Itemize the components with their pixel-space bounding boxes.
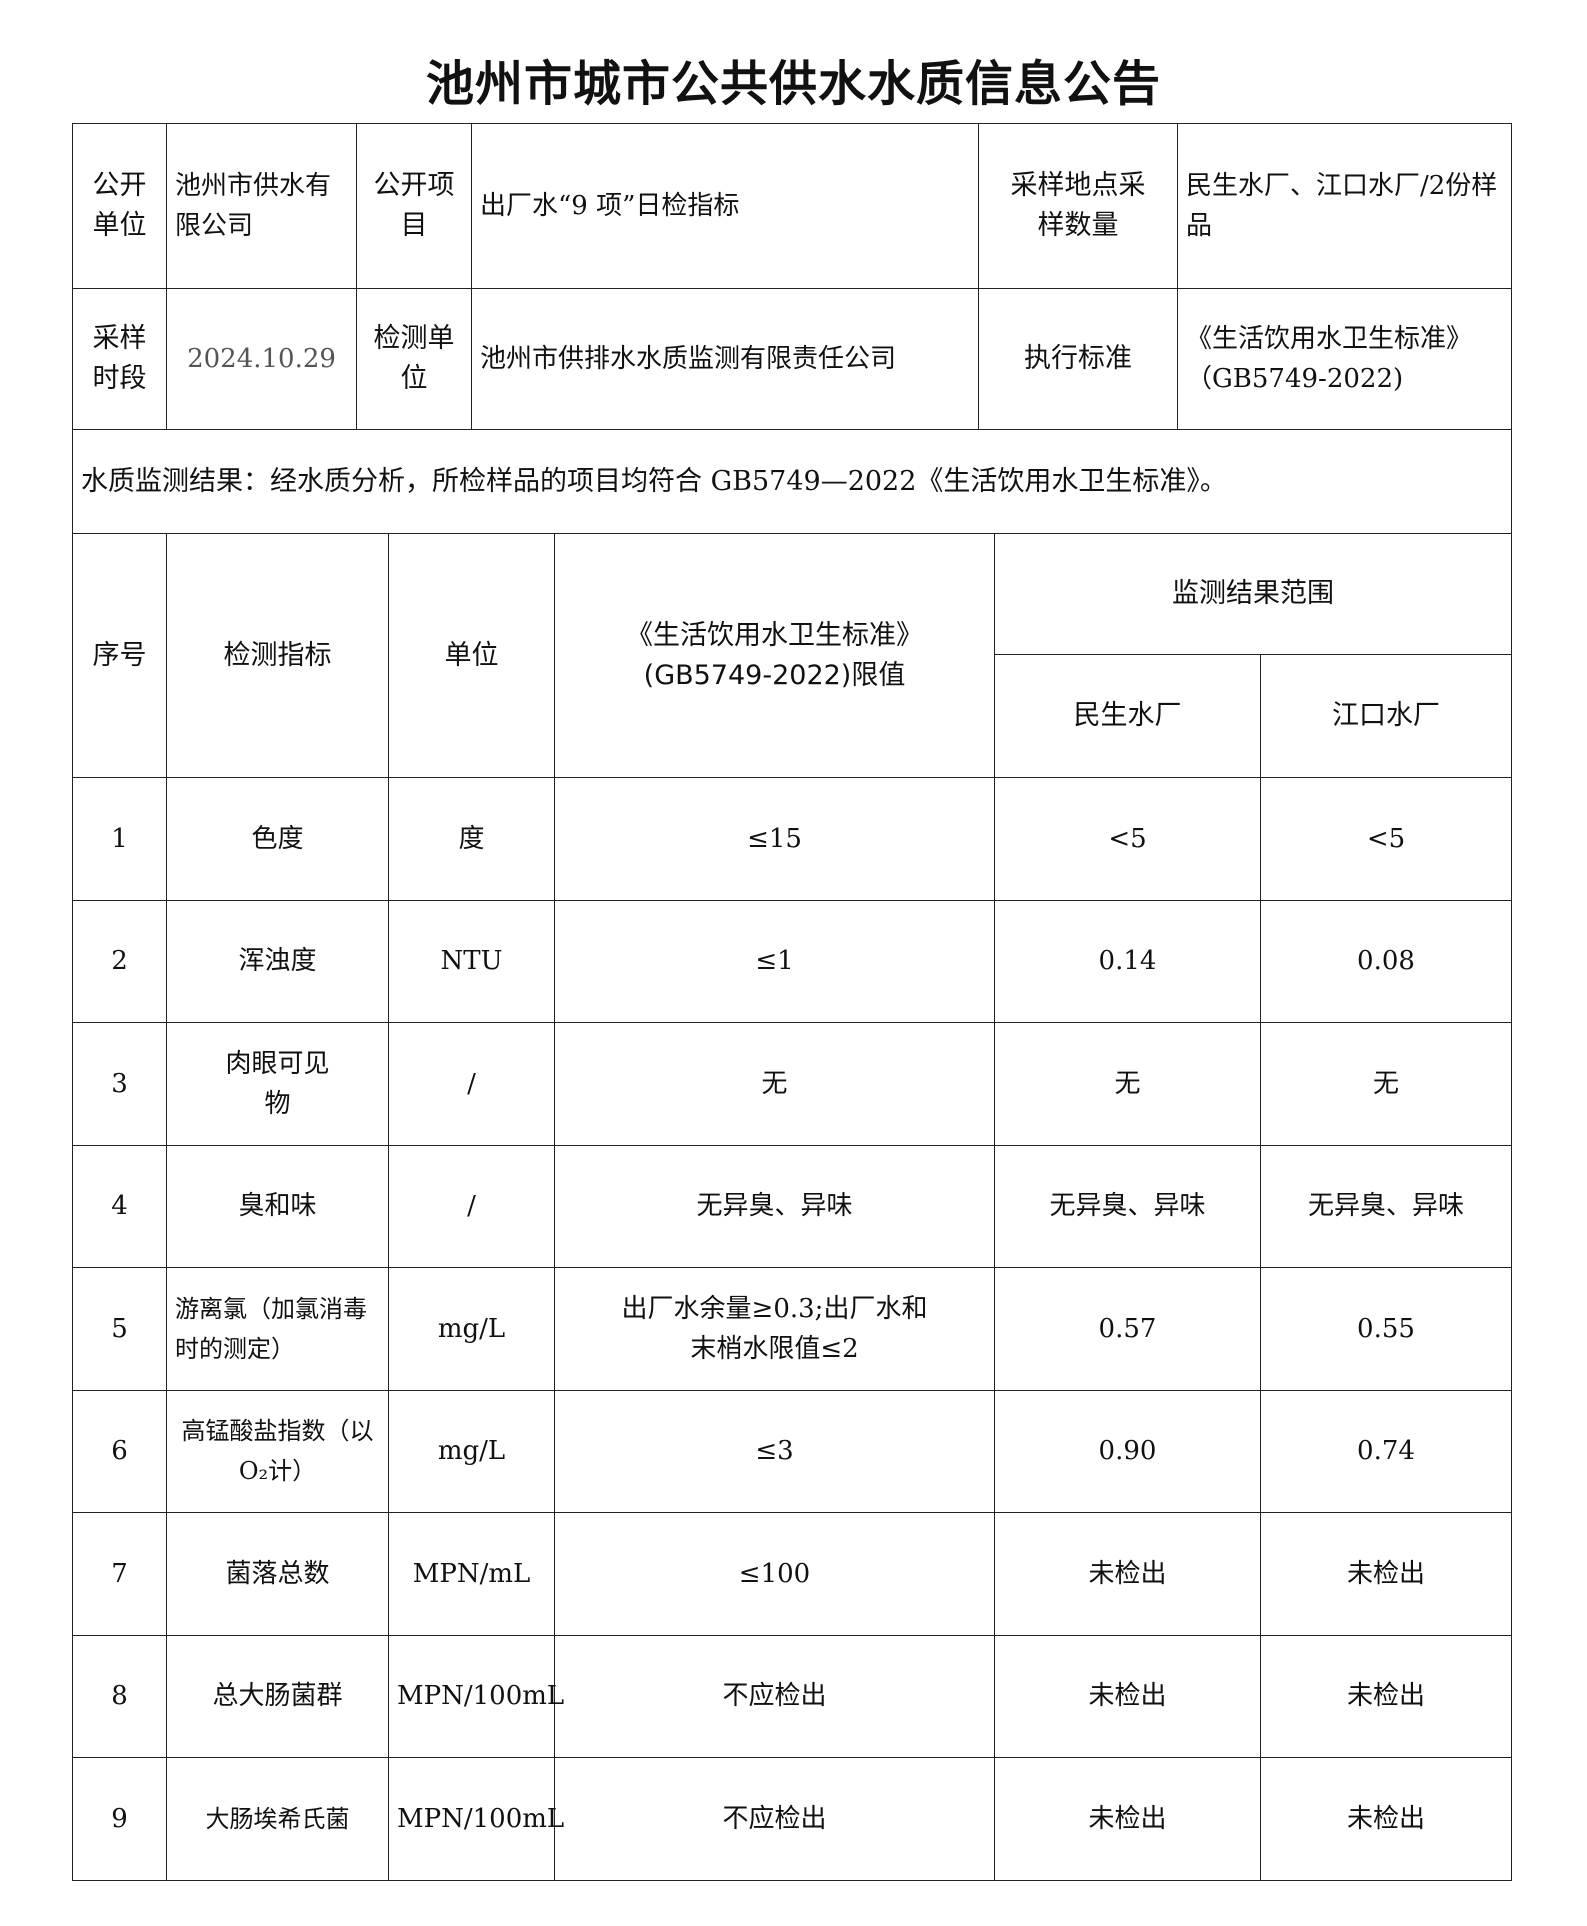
table-row: 5 游离氯（加氯消毒时的测定） mg/L 出厂水余量≥0.3;出厂水和末梢水限值≤2 0… [72,1267,1512,1391]
row-plant1-value: 0.14 [994,899,1261,1023]
info-table: 公开单位 池州市供水有限公司 公开项目 出厂水“9 项”日检指标 采样地点采样数… [72,123,1512,534]
row-plant1-value: <5 [994,777,1261,901]
row-number: 7 [72,1512,167,1636]
table-row: 1 色度度 ≤15 <5 <5 [72,777,1512,901]
row-plant1-value: 未检出 [994,1757,1261,1881]
row-plant1-value: 0.90 [994,1389,1261,1513]
row-unit: NTU [388,899,555,1023]
row-plant2-value: 0.74 [1260,1389,1512,1513]
header-plant1: 民生水厂 [994,654,1261,778]
info-row: 公开单位 池州市供水有限公司 公开项目 出厂水“9 项”日检指标 采样地点采样数… [72,123,1512,289]
row-number: 2 [72,899,167,1023]
header-unit: 单位 [388,533,555,778]
row-limit: 出厂水余量≥0.3;出厂水和末梢水限值≤2 [554,1267,995,1391]
row-limit: ≤100 [554,1512,995,1636]
item-value: 出厂水“9 项”日检指标 [471,123,979,289]
row-unit: MPN/mL [388,1512,555,1636]
row-plant2-value: 0.55 [1260,1267,1512,1391]
row-plant1-value: 未检出 [994,1512,1261,1636]
row-unit: / [388,1022,555,1146]
results-table: 序号 检测指标 单位 《生活饮用水卫生标准》(GB5749-2022)限值 监测… [72,533,1512,1881]
row-limit: ≤15 [554,777,995,901]
row-number: 6 [72,1389,167,1513]
header-range: 监测结果范围 [994,533,1512,655]
table-row: 3 肉眼可见物 / 无无无 [72,1022,1512,1146]
row-plant2-value: 未检出 [1260,1634,1512,1758]
row-indicator: 大肠埃希氏菌 [166,1757,389,1881]
header-plant2: 江口水厂 [1260,654,1512,778]
row-unit: MPN/100mL [388,1757,564,1881]
row-indicator: 游离氯（加氯消毒时的测定） [166,1267,389,1391]
lab-label: 检测单位 [356,288,472,430]
row-limit: 无 [554,1022,995,1146]
row-plant2-value: 无异臭、异味 [1260,1144,1512,1268]
table-row: 2 浑浊度 NTU ≤1 0.14 0.08 [72,899,1512,1023]
table-row: 7 菌落总数 MPN/mL ≤100 未检出 未检出 [72,1512,1512,1636]
unit-label: 公开单位 [72,123,167,289]
header-row: 序号 检测指标 单位 《生活饮用水卫生标准》(GB5749-2022)限值 监测… [72,533,1512,778]
row-limit: 不应检出 [554,1757,995,1881]
header-indicator: 检测指标 [166,533,389,778]
row-limit: ≤3 [554,1389,995,1513]
row-limit: 无异臭、异味 [554,1144,995,1268]
unit-value: 池州市供水有限公司 [166,123,357,289]
page-title: 池州市城市公共供水水质信息公告 [425,56,1161,112]
std-value: 《生活饮用水卫生标准》（GB5749-2022) [1177,288,1512,430]
row-number: 4 [72,1144,167,1268]
std-label: 执行标准 [978,288,1178,430]
period-value: 2024.10.29 [166,288,357,430]
header-limit: 《生活饮用水卫生标准》(GB5749-2022)限值 [554,533,995,778]
row-indicator: 高锰酸盐指数（以 O₂计） [166,1389,389,1513]
row-indicator: 总大肠菌群 [166,1634,389,1758]
row-number: 5 [72,1267,167,1391]
row-plant1-value: 0.57 [994,1267,1261,1391]
row-plant2-value: 未检出 [1260,1512,1512,1636]
row-plant2-value: 0.08 [1260,899,1512,1023]
row-unit: 度 [388,777,555,901]
row-unit: MPN/100mL [388,1634,564,1758]
table-row: 8 总大肠菌群 MPN/100mL 不应检出 未检出 未检出 [72,1634,1512,1758]
row-limit: 不应检出 [554,1634,995,1758]
row-indicator: 菌落总数 [166,1512,389,1636]
row-plant2-value: <5 [1260,777,1512,901]
row-number: 8 [72,1634,167,1758]
lab-value: 池州市供排水水质监测有限责任公司 [471,288,979,430]
header-row: 民生水厂 江口水厂 [73,654,1512,778]
row-plant1-value: 无 [994,1022,1261,1146]
row-limit: ≤1 [554,899,995,1023]
row-plant2-value: 未检出 [1260,1757,1512,1881]
item-label: 公开项目 [356,123,472,289]
conclusion-text: 水质监测结果：经水质分析，所检样品的项目均符合 GB5749—2022《生活饮用… [72,429,1512,534]
row-indicator: 浑浊度 [166,899,389,1023]
row-unit: mg/L [388,1389,555,1513]
row-number: 9 [72,1757,167,1881]
info-row: 采样时段 2024.10.29 检测单位 池州市供排水水质监测有限责任公司 执行… [72,288,1512,430]
row-plant1-value: 无异臭、异味 [994,1144,1261,1268]
row-unit: mg/L [388,1267,555,1391]
row-unit: / [388,1144,555,1268]
row-number: 1 [72,777,167,901]
conclusion-row: 水质监测结果：经水质分析，所检样品的项目均符合 GB5749—2022《生活饮用… [72,429,1512,534]
row-plant2-value: 无 [1260,1022,1512,1146]
site-label: 采样地点采样数量 [978,123,1178,289]
header-no: 序号 [72,533,167,778]
row-number: 3 [72,1022,167,1146]
row-indicator: 肉眼可见物 [166,1022,389,1146]
table-row: 9 大肠埃希氏菌 MPN/100mL 不应检出 未检出 未检出 [72,1757,1512,1881]
table-row: 4 臭和味 / 无异臭、异味 无异臭、异味 无异臭、异味 [72,1144,1512,1268]
row-indicator: 色度 [166,777,389,901]
row-indicator: 臭和味 [166,1144,389,1268]
table-row: 6 高锰酸盐指数（以 O₂计） mg/L ≤3 0.90 0.74 [72,1389,1512,1513]
row-plant1-value: 未检出 [994,1634,1261,1758]
period-label: 采样时段 [72,288,167,430]
site-value: 民生水厂、江口水厂/2份样品 [1177,123,1512,289]
